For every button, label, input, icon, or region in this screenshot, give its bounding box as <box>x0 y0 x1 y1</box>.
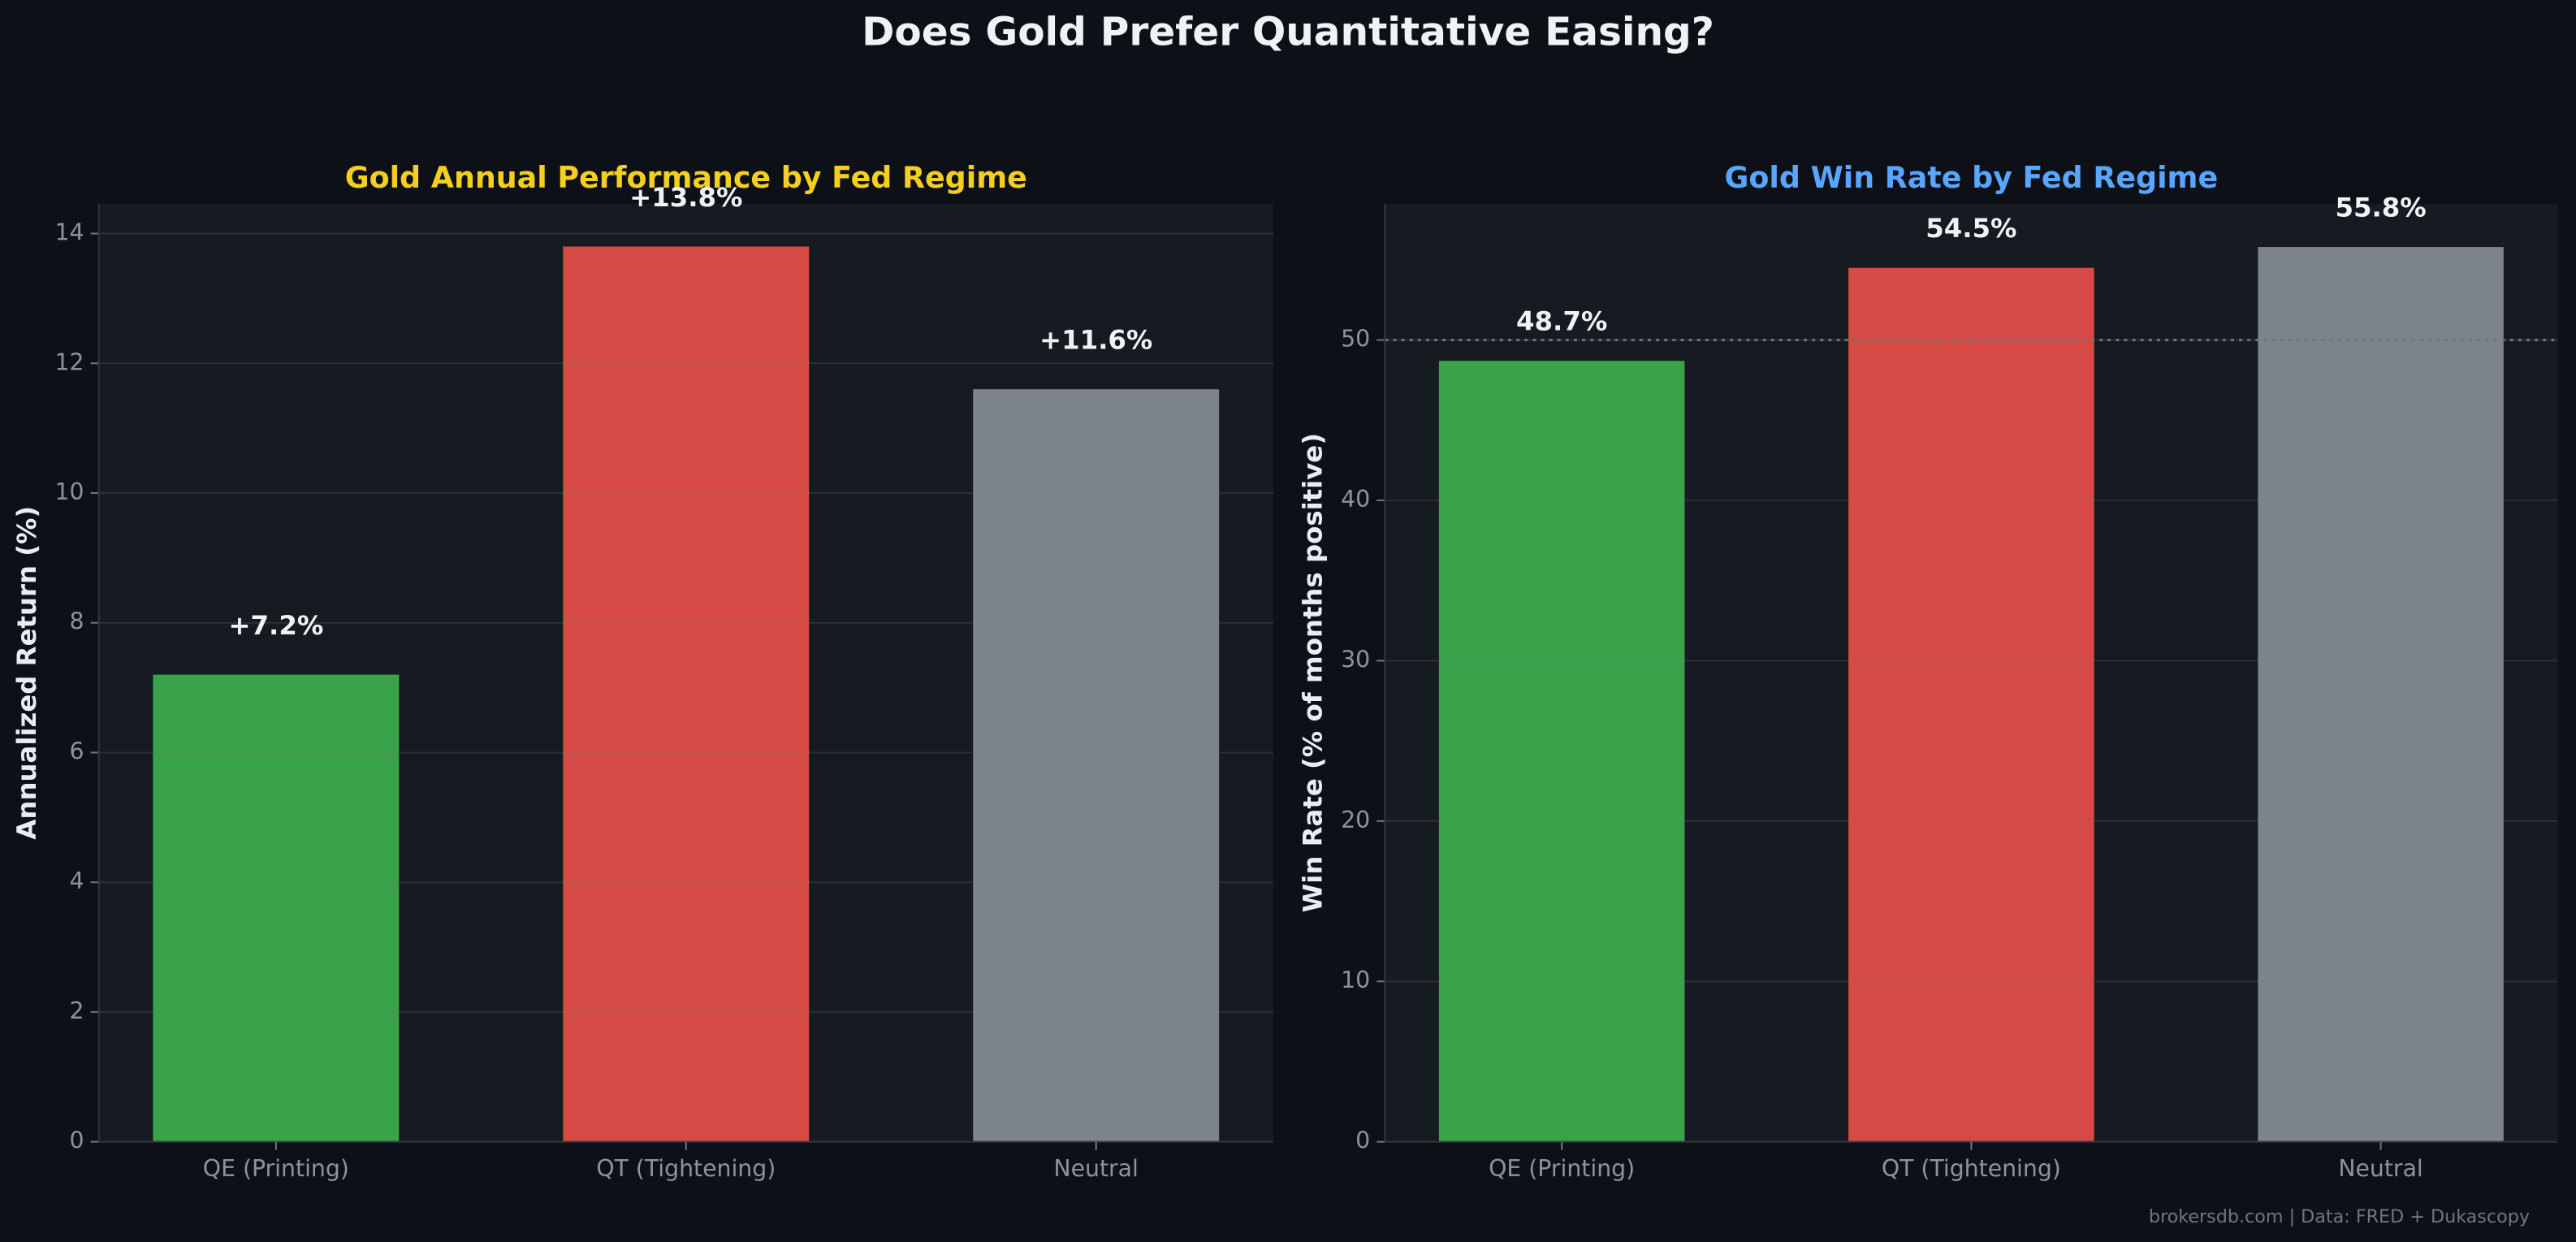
x-tick-label: Neutral <box>1053 1155 1138 1182</box>
y-tick-label: 8 <box>70 608 84 635</box>
panel-title: Gold Annual Performance by Fed Regime <box>345 160 1027 195</box>
x-tick-label: QT (Tightening) <box>596 1155 776 1182</box>
footer: brokersdb.com | Data: FRED + Dukascopy <box>2149 1206 2530 1227</box>
y-axis-label: Annualized Return (%) <box>11 506 42 840</box>
y-tick-label: 20 <box>1341 807 1370 833</box>
figure-title: Does Gold Prefer Quantitative Easing? <box>862 9 1714 54</box>
y-tick-label: 4 <box>70 868 84 894</box>
y-axis-label: Win Rate (% of months positive) <box>1297 433 1328 912</box>
x-tick-label: Neutral <box>2338 1155 2423 1182</box>
y-tick-label: 2 <box>70 997 84 1024</box>
panel-title: Gold Win Rate by Fed Regime <box>1725 160 2219 195</box>
y-tick-label: 0 <box>70 1127 84 1154</box>
value-label: 48.7% <box>1516 306 1607 337</box>
bar <box>563 246 810 1142</box>
x-tick-label: QE (Printing) <box>1489 1155 1635 1182</box>
value-label: +7.2% <box>228 610 323 641</box>
y-tick-label: 40 <box>1341 486 1370 513</box>
bar <box>153 674 400 1142</box>
y-tick-label: 12 <box>55 348 84 375</box>
y-tick-label: 0 <box>1355 1127 1370 1154</box>
bar <box>1848 267 2094 1142</box>
x-tick-label: QE (Printing) <box>203 1155 349 1182</box>
x-tick-label: QT (Tightening) <box>1882 1155 2061 1182</box>
value-label: +11.6% <box>1039 325 1152 356</box>
bar <box>2258 247 2504 1142</box>
y-tick-label: 50 <box>1341 326 1370 353</box>
value-label: 54.5% <box>1926 213 2016 244</box>
value-label: 55.8% <box>2335 193 2426 223</box>
value-label: +13.8% <box>629 182 742 213</box>
y-tick-label: 10 <box>1341 967 1370 993</box>
bar <box>1438 361 1685 1142</box>
y-tick-label: 14 <box>55 219 84 246</box>
bar <box>973 389 1220 1142</box>
y-tick-label: 30 <box>1341 646 1370 673</box>
y-tick-label: 10 <box>55 478 84 505</box>
y-tick-label: 6 <box>70 738 84 764</box>
